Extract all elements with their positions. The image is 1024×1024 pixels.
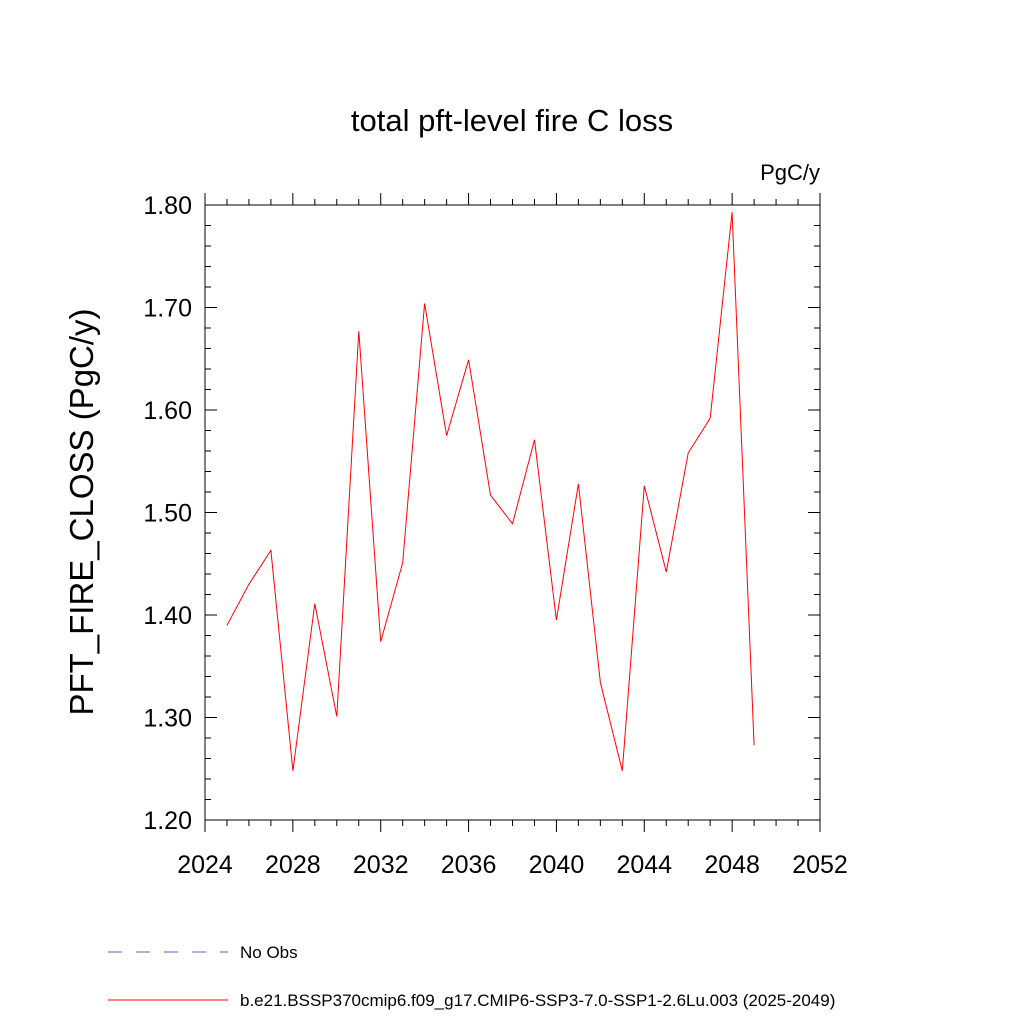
x-tick-label: 2036 [441, 851, 497, 879]
x-tick-label: 2032 [353, 851, 409, 879]
x-tick-label: 2040 [529, 851, 585, 879]
x-tick-label: 2024 [177, 851, 233, 879]
y-tick-label: 1.60 [143, 397, 192, 425]
legend: No Obs b.e21.BSSP370cmip6.f09_g17.CMIP6-… [108, 943, 835, 1010]
axes: 2024 2028 2032 2036 2040 2044 2048 2052 1.20 1.30… [143, 192, 847, 879]
y-tick-label: 1.80 [143, 192, 192, 220]
y-tick-label: 1.50 [143, 500, 192, 528]
legend-label-model: b.e21.BSSP370cmip6.f09_g17.CMIP6-SSP3-7.… [240, 991, 835, 1010]
x-tick-label: 2052 [792, 851, 848, 879]
y-axis-label: PFT_FIRE_CLOSS (PgC/y) [63, 308, 100, 715]
series-line-0 [226, 212, 755, 771]
chart-title: total pft-level fire C loss [351, 103, 673, 138]
y-tick-label: 1.40 [143, 602, 192, 630]
units-label: PgC/y [760, 160, 820, 185]
legend-label-no-obs: No Obs [240, 943, 298, 962]
x-tick-label: 2048 [704, 851, 760, 879]
y-tick-label: 1.70 [143, 295, 192, 323]
x-tick-label: 2028 [265, 851, 321, 879]
series-layer [226, 212, 755, 771]
y-tick-label: 1.20 [143, 807, 192, 835]
plot-frame [204, 204, 821, 821]
x-tick-label: 2044 [616, 851, 672, 879]
y-tick-label: 1.30 [143, 705, 192, 733]
